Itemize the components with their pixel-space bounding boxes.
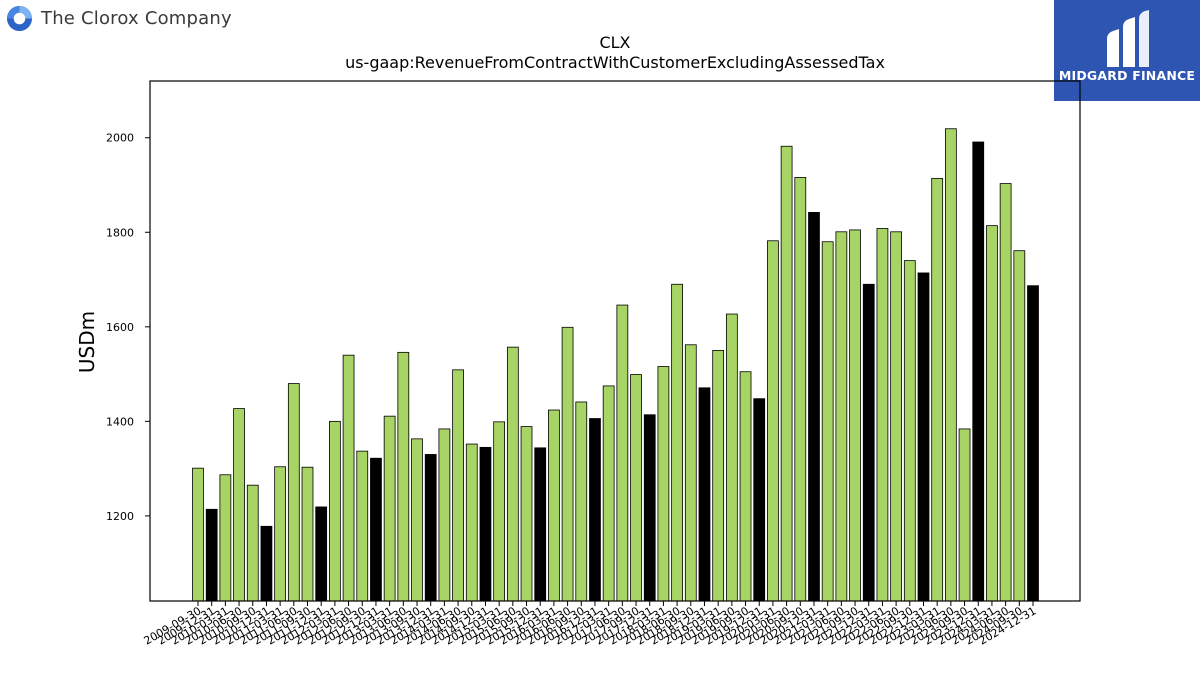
bar-2020-06-30	[780, 145, 793, 602]
bar-2018-06-30	[671, 283, 683, 602]
midgard-logo-icon	[1107, 10, 1149, 67]
company-name: The Clorox Company	[41, 8, 232, 29]
bar-2013-06-30	[397, 351, 410, 602]
bar-2010-03-31	[219, 474, 232, 602]
bar-2018-09-30	[684, 344, 697, 602]
y-tick-label: 1400	[106, 415, 134, 428]
bar-2009-09-30	[192, 467, 204, 602]
bar-2022-12-31	[917, 272, 930, 602]
bar-2023-03-31	[931, 177, 944, 602]
bar-2015-12-31	[534, 447, 547, 602]
bar-2020-12-31	[808, 212, 820, 602]
bar-2011-06-30	[287, 383, 300, 602]
bar-2016-09-30	[575, 401, 588, 602]
brand-logo: MIDGARD FINANCE	[1054, 0, 1200, 101]
bar-2009-12-31	[205, 508, 218, 602]
bar-2019-09-30	[739, 371, 752, 602]
x-axis: 2009-09-302009-12-312010-03-312010-06-30…	[142, 601, 1039, 648]
bar-2020-09-30	[794, 177, 807, 602]
bar-2023-12-31	[972, 141, 985, 602]
bar-2021-03-31	[821, 241, 834, 602]
bar-2012-12-31	[370, 457, 382, 602]
bar-2024-03-31	[986, 225, 998, 602]
bar-2023-09-30	[958, 428, 971, 602]
company-header: The Clorox Company	[6, 5, 232, 32]
bar-2015-03-31	[493, 421, 506, 602]
bar-2021-12-31	[862, 283, 875, 602]
bar-2017-06-30	[616, 304, 629, 602]
brand-name: MIDGARD FINANCE	[1058, 68, 1196, 83]
y-tick-label: 2000	[106, 132, 134, 145]
bar-2010-09-30	[246, 484, 259, 602]
bar-2014-12-31	[479, 446, 492, 602]
bar-2013-03-31	[383, 415, 396, 602]
bar-2013-12-31	[424, 454, 437, 602]
bar-2016-12-31	[589, 418, 601, 602]
y-tick-label: 1600	[106, 321, 134, 334]
bar-2019-06-30	[725, 313, 738, 602]
bar-2022-03-31	[876, 228, 889, 602]
bar-2015-09-30	[520, 426, 533, 602]
bar-2014-03-31	[438, 428, 451, 602]
bars-group	[192, 128, 1039, 602]
plot-frame	[149, 80, 1081, 602]
bar-2014-09-30	[465, 443, 478, 602]
bar-2019-12-31	[753, 398, 766, 602]
bar-2012-03-31	[329, 420, 341, 602]
bar-2023-06-30	[944, 128, 957, 602]
bar-2015-06-30	[506, 346, 519, 602]
chart-title: CLX	[599, 33, 630, 52]
bar-2016-03-31	[548, 409, 560, 602]
bar-2019-03-31	[712, 350, 725, 602]
bar-2022-06-30	[890, 231, 902, 602]
y-tick-label: 1200	[106, 510, 134, 523]
bar-2010-12-31	[260, 525, 273, 602]
company-logo-icon	[6, 5, 33, 32]
bar-2021-06-30	[835, 231, 848, 602]
bar-2024-06-30	[999, 183, 1012, 602]
bar-2016-06-30	[561, 326, 574, 602]
chart-subtitle: us-gaap:RevenueFromContractWithCustomerE…	[345, 53, 885, 72]
bar-2011-03-31	[274, 466, 287, 602]
bar-2011-09-30	[301, 466, 314, 602]
bar-2017-12-31	[643, 414, 656, 602]
bar-2012-06-30	[342, 354, 355, 602]
bar-2011-12-31	[315, 506, 328, 602]
y-axis-label: USDm	[75, 311, 99, 373]
bar-2020-03-31	[767, 240, 779, 602]
bar-2021-09-30	[849, 229, 861, 602]
bar-2024-09-30	[1013, 250, 1026, 602]
y-tick-label: 1800	[106, 226, 134, 239]
bar-2012-09-30	[356, 450, 369, 602]
bar-2017-09-30	[630, 374, 642, 602]
y-axis: 1200 1400 1600 1800 2000	[106, 132, 150, 523]
bar-2013-09-30	[411, 438, 423, 602]
bar-2018-12-31	[698, 387, 711, 602]
bar-2017-03-31	[602, 385, 615, 602]
bar-2014-06-30	[452, 369, 464, 602]
bar-2010-06-30	[233, 408, 245, 602]
bar-2022-09-30	[903, 260, 916, 602]
bar-2024-12-31	[1027, 285, 1039, 602]
bar-2018-03-31	[657, 366, 670, 602]
